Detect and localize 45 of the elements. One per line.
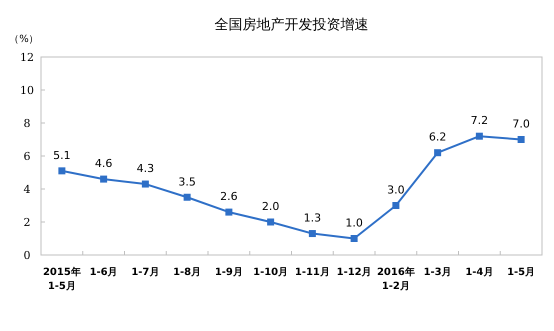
data-label: 4.3: [136, 162, 154, 176]
point: [225, 208, 232, 216]
x-tick-label: 1-5月: [507, 267, 536, 278]
x-tick-label: 2016年 1-2月: [376, 266, 415, 292]
y-tick-label: 2: [24, 216, 30, 229]
data-label: 6.2: [428, 130, 446, 144]
point: [434, 149, 442, 156]
x-tick-label: 1-6月: [90, 267, 118, 278]
x-tick-label: 1-7月: [131, 267, 160, 278]
data-label: 1.0: [345, 216, 363, 230]
point: [476, 132, 483, 140]
y-axis-title: （%）: [9, 34, 39, 45]
point: [392, 202, 400, 209]
x-tick-label: 1-11月: [294, 267, 330, 278]
y-tick-label: 8: [24, 117, 30, 130]
x-tick-label: 1-8月: [173, 267, 202, 278]
data-label: 5.1: [53, 148, 71, 162]
chart-title: 全国房地产开发投资增速: [214, 17, 368, 33]
y-tick-label: 6: [24, 150, 30, 163]
data-label: 2.6: [220, 190, 238, 204]
data-label: 7.2: [470, 114, 488, 128]
data-label: 7.0: [512, 118, 530, 130]
x-tick-label: 1-4月: [465, 267, 494, 278]
data-label: 4.6: [94, 157, 112, 170]
y-tick-label: 0: [24, 249, 30, 262]
data-label: 2.0: [262, 200, 280, 213]
point: [58, 167, 66, 174]
x-tick-label: 1-10月: [253, 267, 288, 278]
point: [100, 176, 108, 183]
y-tick-label: 12: [20, 51, 34, 64]
y-tick-label: 10: [20, 84, 34, 97]
data-label: 1.3: [304, 212, 322, 225]
x-tick-label: 1-9月: [214, 267, 243, 278]
point: [350, 235, 358, 242]
point: [142, 180, 149, 188]
point: [518, 136, 525, 143]
point: [267, 218, 274, 226]
y-tick-label: 4: [24, 183, 30, 196]
point: [184, 194, 191, 201]
data-label: 3.0: [387, 184, 405, 196]
x-tick-label: 1-3月: [424, 267, 452, 278]
data-label: 3.5: [178, 175, 196, 188]
x-tick-label: 1-12月: [336, 267, 372, 278]
point: [308, 230, 316, 238]
x-tick-label: 2015年 1-5月: [42, 266, 81, 292]
